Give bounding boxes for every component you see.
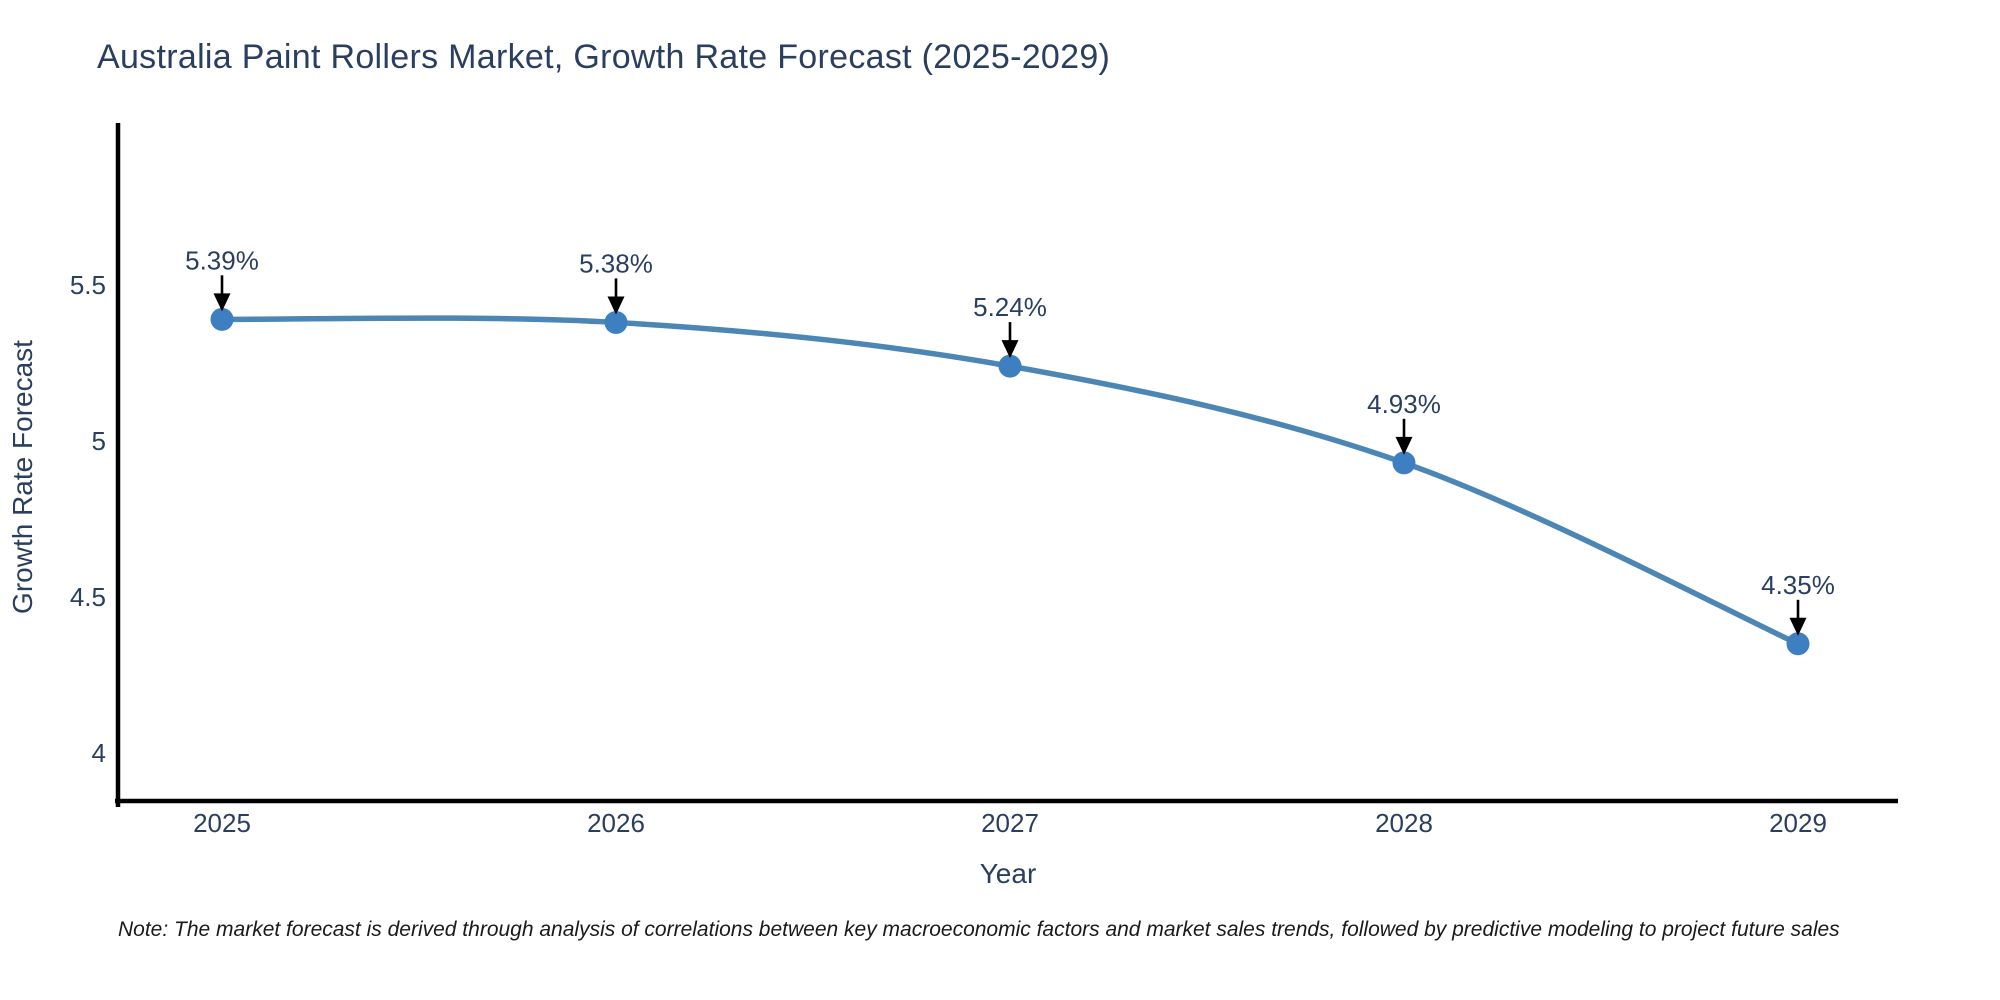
- x-tick-label: 2026: [587, 808, 645, 838]
- data-point-marker: [1786, 632, 1810, 656]
- annotation-arrowhead-icon: [1395, 436, 1413, 455]
- annotation-label: 5.39%: [185, 245, 259, 275]
- annotation-arrowhead-icon: [607, 296, 625, 315]
- annotations-group: 5.39% 5.38% 5.24% 4.93% 4.35%: [185, 245, 1835, 636]
- data-point-marker: [1392, 451, 1416, 475]
- annotation-arrowhead-icon: [1789, 617, 1807, 636]
- y-tick-label: 5.5: [70, 270, 106, 300]
- y-axis-title: Growth Rate Forecast: [7, 340, 38, 614]
- data-point-marker: [998, 354, 1022, 378]
- footnote: Note: The market forecast is derived thr…: [118, 918, 1840, 941]
- y-tick-label: 4.5: [70, 582, 106, 612]
- x-tick-label: 2027: [981, 808, 1039, 838]
- y-tick-label: 5: [92, 426, 106, 456]
- x-tick-label: 2029: [1769, 808, 1827, 838]
- data-point-marker: [210, 307, 234, 331]
- annotation-label: 4.35%: [1761, 570, 1835, 600]
- series-group: [210, 307, 1810, 656]
- chart-title: Australia Paint Rollers Market, Growth R…: [97, 38, 1111, 76]
- x-tick-label: 2025: [193, 808, 251, 838]
- annotation-label: 5.38%: [579, 248, 653, 278]
- annotation-label: 4.93%: [1367, 389, 1441, 419]
- annotation-label: 5.24%: [973, 292, 1047, 322]
- y-axis-ticks: 5.5 5 4.5 4: [70, 270, 106, 768]
- data-point-marker: [604, 310, 628, 334]
- annotation-arrowhead-icon: [213, 293, 231, 312]
- x-axis-ticks: 2025 2026 2027 2028 2029: [193, 808, 1827, 838]
- annotation-arrowhead-icon: [1001, 340, 1019, 359]
- x-tick-label: 2028: [1375, 808, 1433, 838]
- x-axis-title: Year: [980, 858, 1037, 889]
- y-tick-label: 4: [92, 738, 106, 768]
